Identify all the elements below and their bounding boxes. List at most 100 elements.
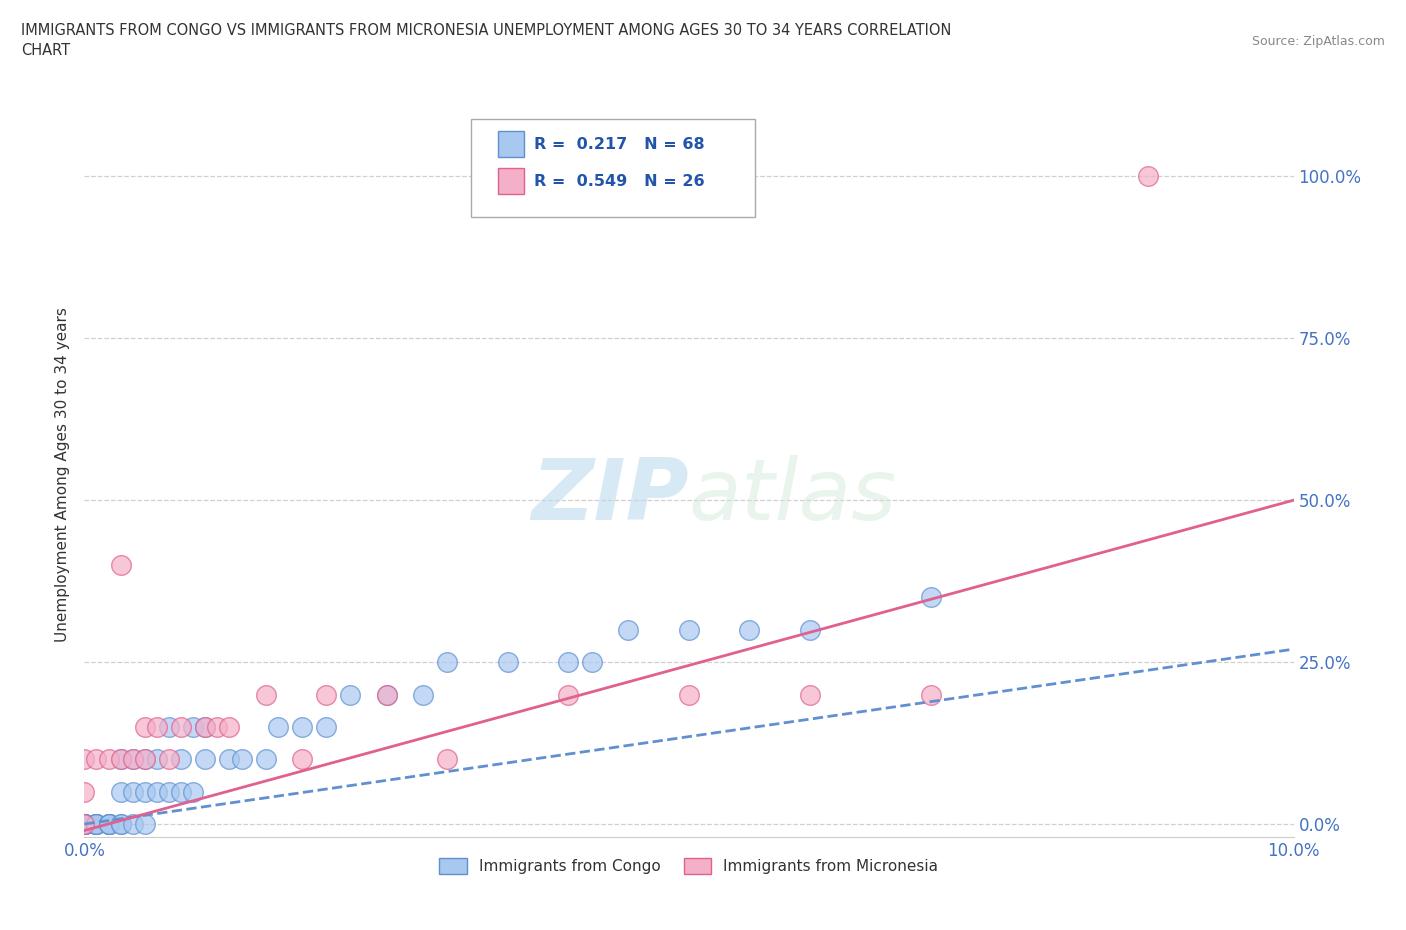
Point [157, 720, 180, 735]
Point [291, 751, 314, 766]
Point [73, 784, 96, 799]
Point [97, 751, 120, 766]
Point [194, 720, 217, 735]
Legend: Immigrants from Congo, Immigrants from Micronesia: Immigrants from Congo, Immigrants from M… [433, 852, 945, 880]
Point [146, 784, 169, 799]
FancyBboxPatch shape [498, 131, 524, 156]
Point [557, 655, 579, 670]
Point [581, 655, 603, 670]
Point [218, 720, 240, 735]
Point [181, 784, 204, 799]
Point [146, 720, 169, 735]
Point [73, 817, 96, 831]
Point [73, 817, 96, 831]
Point [375, 687, 398, 702]
Point [920, 590, 942, 604]
Point [86, 751, 108, 766]
Point [375, 687, 398, 702]
Point [678, 687, 700, 702]
Point [170, 720, 193, 735]
Point [496, 655, 519, 670]
Point [110, 751, 132, 766]
Point [73, 817, 96, 831]
Point [73, 817, 96, 831]
Point [254, 687, 277, 702]
Point [617, 622, 640, 637]
Point [86, 817, 108, 831]
Point [110, 817, 132, 831]
Text: R =  0.549   N = 26: R = 0.549 N = 26 [534, 174, 704, 189]
Point [678, 622, 700, 637]
Point [799, 687, 821, 702]
Point [73, 817, 96, 831]
Point [97, 817, 120, 831]
Point [73, 817, 96, 831]
Point [218, 751, 240, 766]
Point [134, 751, 156, 766]
Point [86, 817, 108, 831]
Point [436, 655, 458, 670]
Point [86, 817, 108, 831]
Point [315, 687, 337, 702]
Point [97, 817, 120, 831]
Point [97, 817, 120, 831]
Point [86, 817, 108, 831]
Point [134, 784, 156, 799]
Point [86, 817, 108, 831]
Point [73, 817, 96, 831]
Point [73, 817, 96, 831]
Point [73, 817, 96, 831]
Point [291, 720, 314, 735]
Point [73, 817, 96, 831]
Point [97, 817, 120, 831]
Point [121, 784, 143, 799]
Point [110, 751, 132, 766]
Point [231, 751, 253, 766]
Text: R =  0.217   N = 68: R = 0.217 N = 68 [534, 137, 704, 152]
Text: atlas: atlas [689, 455, 897, 538]
Point [73, 817, 96, 831]
Text: IMMIGRANTS FROM CONGO VS IMMIGRANTS FROM MICRONESIA UNEMPLOYMENT AMONG AGES 30 T: IMMIGRANTS FROM CONGO VS IMMIGRANTS FROM… [21, 23, 952, 58]
Point [194, 751, 217, 766]
FancyBboxPatch shape [471, 119, 755, 217]
Point [121, 751, 143, 766]
Point [170, 751, 193, 766]
Point [121, 817, 143, 831]
Point [110, 558, 132, 573]
Point [73, 817, 96, 831]
Point [73, 817, 96, 831]
Point [738, 622, 761, 637]
Point [73, 817, 96, 831]
Point [1137, 169, 1160, 184]
Point [134, 817, 156, 831]
Point [121, 751, 143, 766]
Point [110, 817, 132, 831]
Point [339, 687, 361, 702]
Point [73, 817, 96, 831]
Text: Source: ZipAtlas.com: Source: ZipAtlas.com [1251, 35, 1385, 48]
Point [157, 784, 180, 799]
FancyBboxPatch shape [498, 168, 524, 193]
Point [194, 720, 217, 735]
Y-axis label: Unemployment Among Ages 30 to 34 years: Unemployment Among Ages 30 to 34 years [55, 307, 70, 642]
Point [146, 751, 169, 766]
Point [181, 720, 204, 735]
Point [412, 687, 434, 702]
Point [267, 720, 290, 735]
Point [73, 751, 96, 766]
Point [254, 751, 277, 766]
Point [73, 817, 96, 831]
Text: ZIP: ZIP [531, 455, 689, 538]
Point [73, 817, 96, 831]
Point [557, 687, 579, 702]
Point [315, 720, 337, 735]
Point [920, 687, 942, 702]
Point [134, 751, 156, 766]
Point [73, 817, 96, 831]
Point [157, 751, 180, 766]
Point [110, 784, 132, 799]
Point [134, 720, 156, 735]
Point [436, 751, 458, 766]
Point [799, 622, 821, 637]
Point [73, 817, 96, 831]
